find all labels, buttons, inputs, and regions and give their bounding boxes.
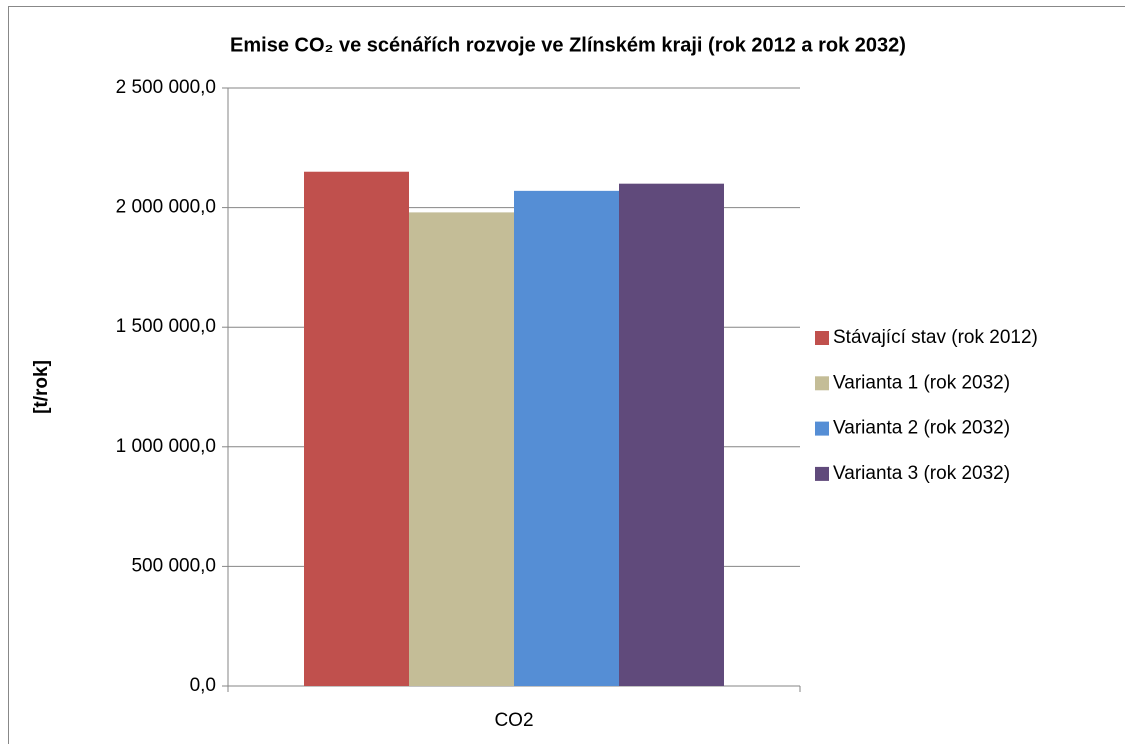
y-axis-title: [t/rok] [31,360,52,414]
legend-label: Stávající stav (rok 2012) [833,327,1038,348]
x-tick-label: CO2 [494,710,533,731]
bar [304,171,409,687]
legend-label: Varianta 1 (rok 2032) [833,372,1010,393]
bar [619,183,724,686]
y-tick-label: 2 500 000,0 [116,77,216,98]
y-tick-label: 500 000,0 [131,555,216,576]
legend-swatch [815,376,829,391]
legend-label: Varianta 3 (rok 2032) [833,463,1010,484]
y-tick-label: 2 000 000,0 [116,197,216,218]
y-tick-label: 1 000 000,0 [116,436,216,457]
legend-label: Varianta 2 (rok 2032) [833,418,1010,439]
y-tick-label: 1 500 000,0 [116,316,216,337]
bar [409,212,514,686]
bar [514,190,619,686]
legend-swatch [815,421,829,436]
y-tick-label: 0,0 [190,675,216,696]
chart-title: Emise CO₂ ve scénářích rozvoje ve Zlínsk… [230,34,906,56]
legend-swatch [815,466,829,481]
legend-swatch [815,331,829,345]
